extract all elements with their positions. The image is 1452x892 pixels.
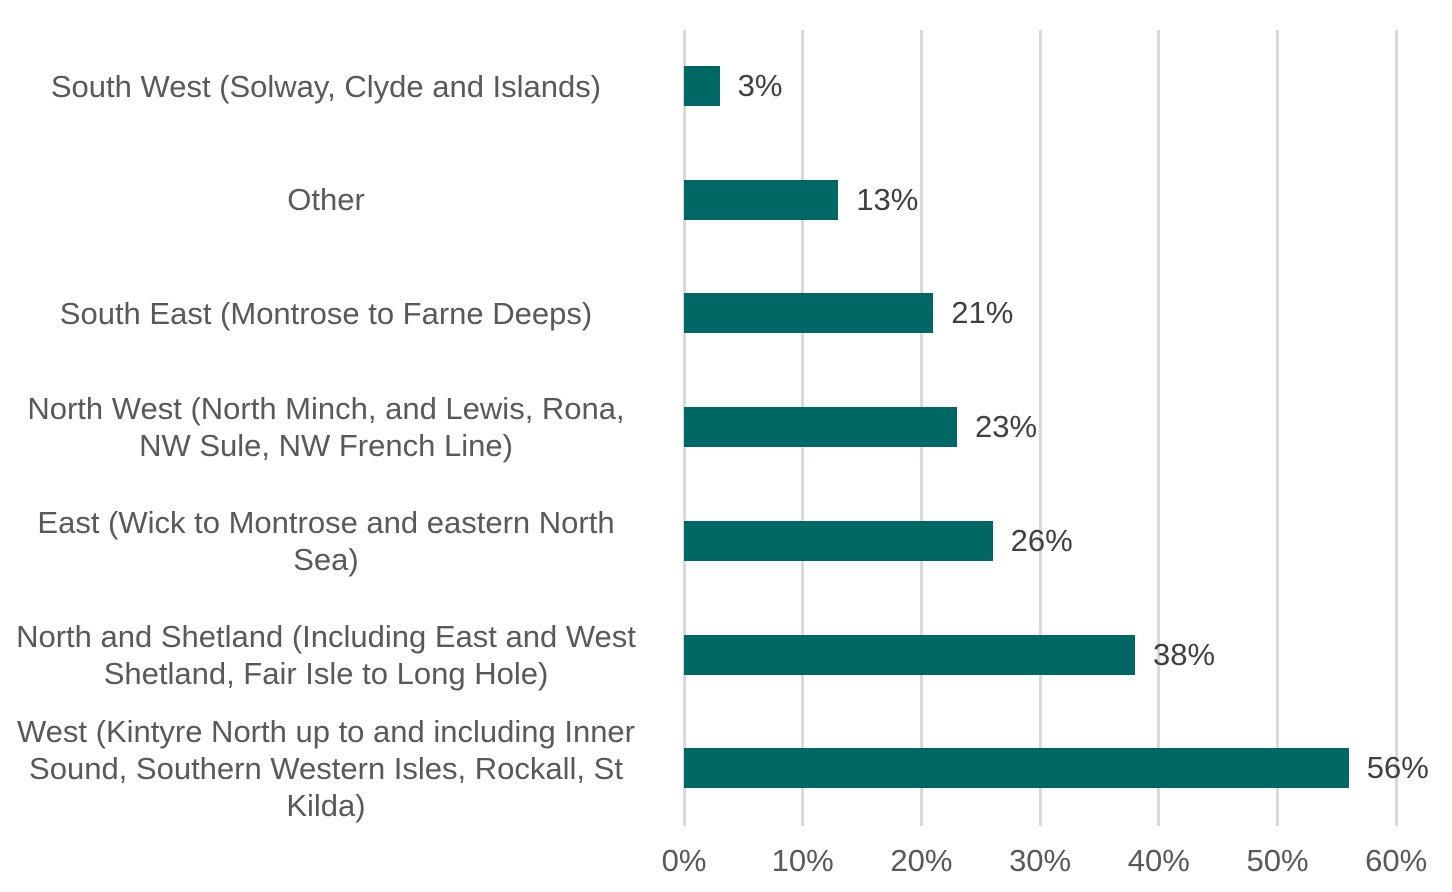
data-label: 38% bbox=[1153, 636, 1216, 672]
category-label-line: South West (Solway, Clyde and Islands) bbox=[50, 68, 602, 104]
category-label-line: South East (Montrose to Farne Deeps) bbox=[59, 295, 593, 331]
category-label: East (Wick to Montrose and eastern North… bbox=[0, 504, 656, 578]
bar bbox=[684, 634, 1136, 675]
category-label-line: North and Shetland (Including East and W… bbox=[16, 618, 636, 654]
bar bbox=[684, 179, 839, 220]
category-label-line: Sound, Southern Western Isles, Rockall, … bbox=[29, 750, 623, 786]
gridline bbox=[1157, 30, 1161, 826]
gridline bbox=[1276, 30, 1279, 826]
gridline bbox=[1038, 30, 1042, 826]
x-tick-label: 60% bbox=[1365, 843, 1428, 878]
category-label-line: NW Sule, NW French Line) bbox=[139, 428, 513, 464]
category-label-line: Shetland, Fair Isle to Long Hole) bbox=[103, 655, 549, 691]
data-label: 3% bbox=[737, 68, 783, 103]
x-tick-label: 20% bbox=[890, 843, 953, 878]
bar bbox=[684, 520, 993, 561]
category-label: South West (Solway, Clyde and Islands) bbox=[0, 68, 656, 105]
data-label: 21% bbox=[951, 295, 1014, 331]
gridline bbox=[1394, 30, 1398, 826]
x-tick-label: 50% bbox=[1246, 843, 1309, 878]
x-tick-label: 0% bbox=[661, 843, 707, 878]
x-tick-label: 40% bbox=[1127, 843, 1190, 878]
category-label: Other bbox=[0, 181, 656, 218]
category-label-line: Kilda) bbox=[286, 787, 366, 823]
category-label: South East (Montrose to Farne Deeps) bbox=[0, 295, 656, 332]
category-label-line: North West (North Minch, and Lewis, Rona… bbox=[27, 391, 625, 427]
data-label: 13% bbox=[856, 181, 919, 217]
x-tick-label: 10% bbox=[771, 843, 834, 878]
category-label-line: West (Kintyre North up to and including … bbox=[16, 713, 636, 749]
bar bbox=[684, 407, 957, 448]
data-label: 26% bbox=[1010, 522, 1073, 558]
bar bbox=[684, 748, 1349, 789]
category-label-line: Other bbox=[287, 182, 365, 218]
category-label: West (Kintyre North up to and including … bbox=[0, 713, 656, 824]
category-label: North and Shetland (Including East and W… bbox=[0, 618, 656, 692]
x-tick-label: 30% bbox=[1009, 843, 1072, 878]
data-label: 56% bbox=[1366, 750, 1429, 786]
bar bbox=[684, 293, 934, 334]
bar bbox=[684, 66, 720, 106]
category-label: North West (North Minch, and Lewis, Rona… bbox=[0, 390, 656, 464]
category-label-line: East (Wick to Montrose and eastern North bbox=[37, 504, 615, 540]
data-label: 23% bbox=[975, 409, 1038, 445]
category-label-line: Sea) bbox=[293, 541, 359, 577]
